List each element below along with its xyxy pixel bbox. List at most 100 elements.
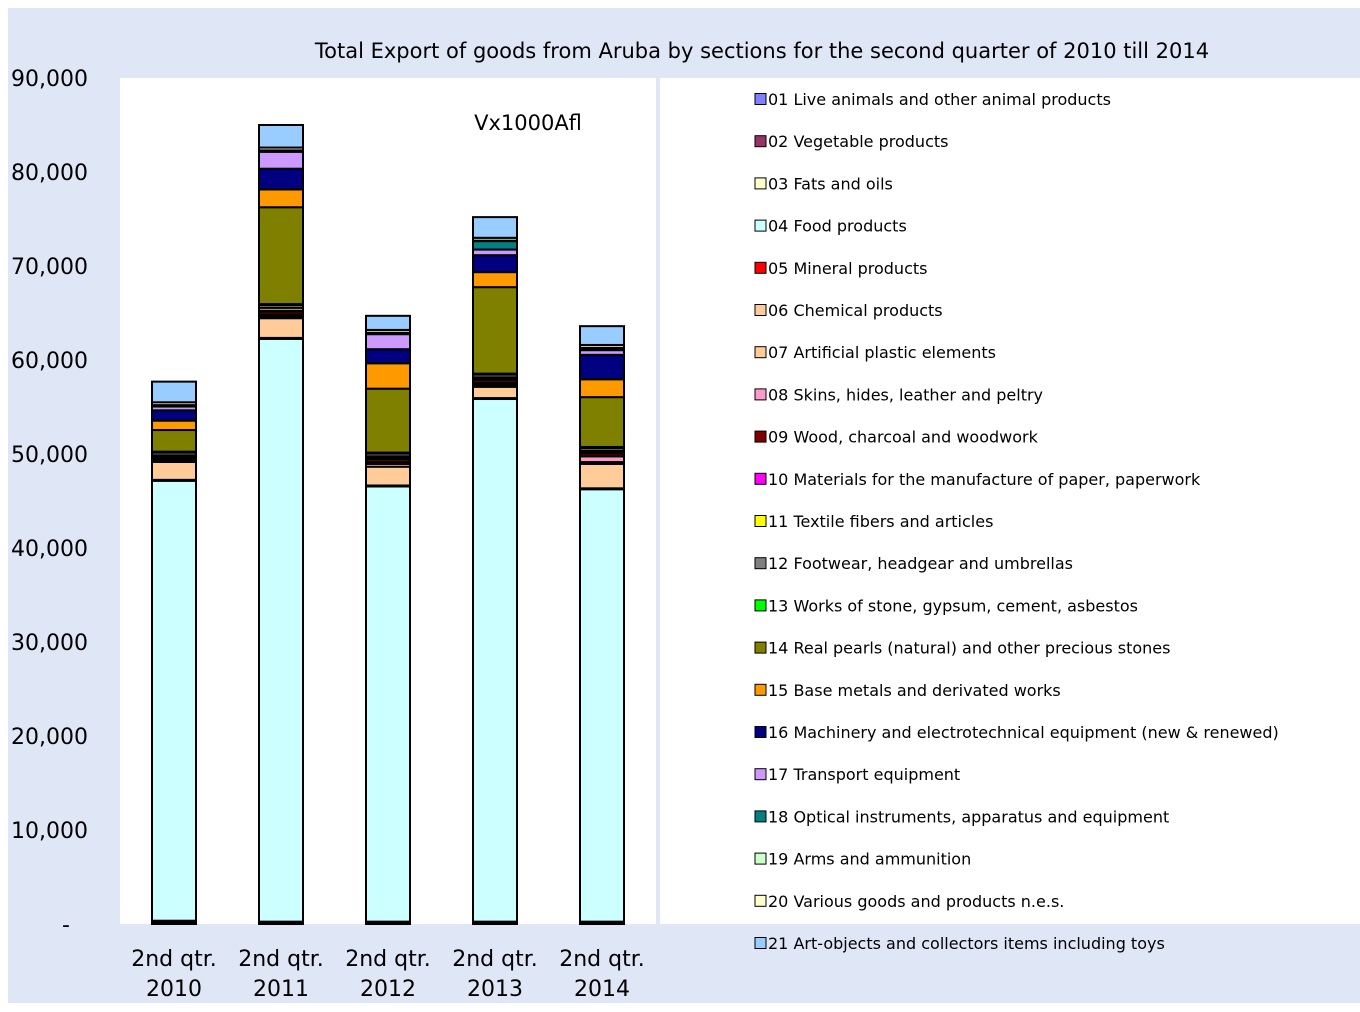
x-tick-label: 2011 <box>253 977 309 1002</box>
y-tick-label: 60,000 <box>11 349 88 374</box>
legend-swatch <box>754 683 767 696</box>
x-tick-label: 2013 <box>467 977 523 1002</box>
y-tick-label: 20,000 <box>11 725 88 750</box>
legend-item-label: 03 Fats and oils <box>768 174 893 193</box>
x-tick-label: 2nd qtr. <box>345 947 431 972</box>
y-tick-label: 40,000 <box>11 537 88 562</box>
bar-segment <box>579 396 625 448</box>
legend-item-label: 08 Skins, hides, leather and peltry <box>768 385 1043 404</box>
legend-item-label: 05 Mineral products <box>768 259 927 278</box>
legend-swatch <box>754 557 767 570</box>
x-tick-label: 2nd qtr. <box>131 947 217 972</box>
bar-segment <box>258 167 304 191</box>
legend-swatch <box>754 937 767 949</box>
legend-swatch <box>754 894 767 907</box>
bar-segment <box>579 488 625 923</box>
legend-item-label: 09 Wood, charcoal and woodwork <box>768 428 1039 447</box>
bar-segment <box>579 378 625 399</box>
legend-item-label: 02 Vegetable products <box>768 132 948 151</box>
x-tick-label: 2010 <box>146 977 202 1002</box>
legend-swatch <box>754 852 767 865</box>
x-tick-label: 2012 <box>360 977 416 1002</box>
y-axis: - 10,000 20,000 30,000 40,000 50,000 60,000 70,… <box>11 67 88 938</box>
legend-item-label: 10 Materials for the manufacture of pape… <box>768 470 1201 489</box>
bar-segment <box>258 206 304 306</box>
bar-segment <box>258 124 304 149</box>
legend-item-label: 19 Arms and ammunition <box>768 850 971 869</box>
legend-swatch <box>754 304 767 316</box>
bar-segment <box>151 419 197 432</box>
bar-segment <box>579 462 625 490</box>
x-tick-label: 2nd qtr. <box>559 947 645 972</box>
legend-swatch <box>754 93 767 105</box>
legend-swatch <box>754 472 767 485</box>
legend-swatch <box>754 515 767 527</box>
bar-segment <box>472 286 518 375</box>
legend-item-label: 16 Machinery and electrotechnical equipm… <box>768 723 1279 742</box>
y-tick-label: 50,000 <box>11 443 88 468</box>
bar-segment <box>579 353 625 381</box>
legend-item-label: 06 Chemical products <box>768 301 943 320</box>
x-tick-label: 2nd qtr. <box>452 947 538 972</box>
legend-swatch <box>754 135 767 148</box>
bar-segment <box>472 398 518 923</box>
legend-swatch <box>754 388 767 401</box>
bar-segment <box>472 254 518 274</box>
legend-swatch <box>754 768 767 781</box>
bar-segment <box>365 333 411 351</box>
bar-segment <box>258 150 304 170</box>
legend-swatch <box>754 261 767 274</box>
legend-swatch <box>754 726 767 738</box>
legend-swatch <box>754 599 767 612</box>
legend-item-label: 01 Live animals and other animal product… <box>768 90 1111 109</box>
bar-segment <box>151 429 197 453</box>
bar-segment <box>258 337 304 923</box>
y-tick-label: 80,000 <box>11 161 88 186</box>
legend-item-label: 15 Base metals and derivated works <box>768 681 1061 700</box>
unit-label: Vx1000Afl <box>474 111 582 135</box>
bar-segment <box>472 216 518 239</box>
legend-item-label: 13 Works of stone, gypsum, cement, asbes… <box>768 596 1138 615</box>
y-tick-label: 30,000 <box>11 631 88 656</box>
legend-item-label: 04 Food products <box>768 217 907 236</box>
x-tick-label: 2014 <box>574 977 630 1002</box>
legend-item-label: 14 Real pearls (natural) and other preci… <box>768 639 1170 658</box>
legend-swatch <box>754 346 767 359</box>
bar-segment <box>258 188 304 209</box>
y-tick-label: 90,000 <box>11 67 88 92</box>
legend-swatch <box>754 641 767 654</box>
bar-segment <box>472 271 518 289</box>
chart-title: Total Export of goods from Aruba by sect… <box>314 39 1209 63</box>
legend-area <box>660 78 1360 924</box>
legend-swatch <box>754 810 767 823</box>
bar-segment <box>151 479 197 922</box>
y-tick-label: 70,000 <box>11 255 88 280</box>
bar-segment <box>365 387 411 454</box>
bar-segment <box>151 460 197 481</box>
legend-item-label: 11 Textile fibers and articles <box>768 512 993 531</box>
bar-segment <box>579 325 625 346</box>
legend: 01 Live animals and other animal product… <box>754 90 1279 953</box>
bar-segment <box>365 314 411 331</box>
legend-item-label: 20 Various goods and products n.e.s. <box>768 892 1064 911</box>
bar-segment <box>151 380 197 404</box>
legend-item-label: 12 Footwear, headgear and umbrellas <box>768 554 1073 573</box>
bar-segment <box>365 362 411 390</box>
legend-item-label: 07 Artificial plastic elements <box>768 343 996 362</box>
legend-swatch <box>754 430 767 443</box>
bar-segment <box>151 409 197 422</box>
x-tick-label: 2nd qtr. <box>238 947 324 972</box>
legend-item-label: 21 Art-objects and collectors items incl… <box>768 934 1165 953</box>
legend-item-label: 17 Transport equipment <box>768 765 960 784</box>
bar-segment <box>472 240 518 251</box>
bar-segment <box>365 465 411 487</box>
y-tick-label: - <box>62 913 70 938</box>
bar-segment <box>365 485 411 923</box>
bar-segment <box>472 385 518 400</box>
bars <box>151 124 625 925</box>
bar-segment <box>365 348 411 365</box>
x-axis: 2nd qtr. 2010 2nd qtr. 2011 2nd qtr. 2012 2nd … <box>131 947 645 1002</box>
y-tick-label: 10,000 <box>11 819 88 844</box>
